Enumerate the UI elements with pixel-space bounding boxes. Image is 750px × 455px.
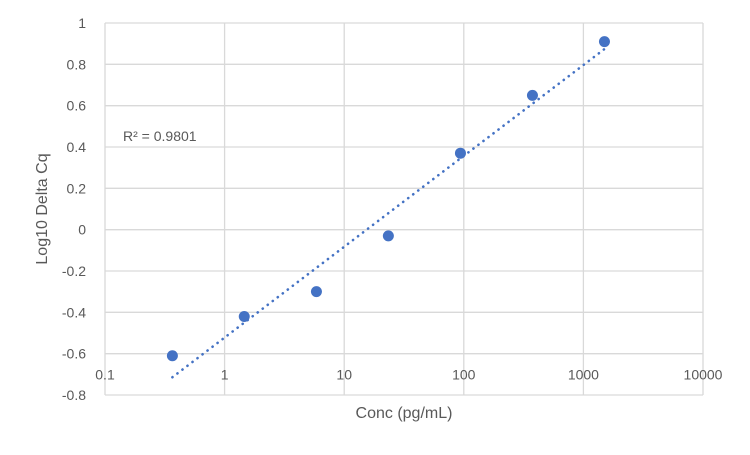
data-point-marker <box>310 286 322 298</box>
gridlines <box>104 22 704 396</box>
y-tick-label: -0.8 <box>62 387 86 403</box>
data-point-marker <box>526 89 538 101</box>
y-tick-label: 0.6 <box>67 98 87 114</box>
trendline-path <box>171 47 606 379</box>
x-tick-label: 0.1 <box>95 366 115 382</box>
r-squared-label: R² = 0.9801 <box>123 128 197 144</box>
y-tick-label: -0.4 <box>62 304 86 320</box>
y-tick-label: 0.4 <box>67 139 87 155</box>
y-tick-label: 0.2 <box>67 180 87 196</box>
x-axis-title: Conc (pg/mL) <box>356 405 453 422</box>
x-tick-label: 1 <box>221 366 229 382</box>
data-points <box>166 36 610 362</box>
y-tick-label: -0.2 <box>62 263 86 279</box>
y-tick-label: -0.6 <box>62 346 86 362</box>
y-tick-label: 1 <box>78 15 86 31</box>
data-point-marker <box>454 147 466 159</box>
y-tick-label: 0.8 <box>67 56 87 72</box>
data-point-marker <box>238 310 250 322</box>
y-axis-tick-labels: 1 0.8 0.6 0.4 0.2 0 -0.2 -0.4 -0.6 -0.8 <box>62 15 86 403</box>
data-point-marker <box>166 350 178 362</box>
data-point-marker <box>382 230 394 242</box>
y-tick-label: 0 <box>78 222 86 238</box>
x-axis-tick-labels: 0.1 1 10 100 1000 10000 <box>95 366 722 382</box>
y-axis-title: Log10 Delta Cq <box>34 153 51 264</box>
x-tick-label: 10000 <box>684 366 723 382</box>
x-tick-label: 10 <box>336 366 352 382</box>
data-point-marker <box>598 36 610 48</box>
x-tick-label: 1000 <box>568 366 599 382</box>
trendline <box>171 47 606 379</box>
x-tick-label: 100 <box>452 366 476 382</box>
